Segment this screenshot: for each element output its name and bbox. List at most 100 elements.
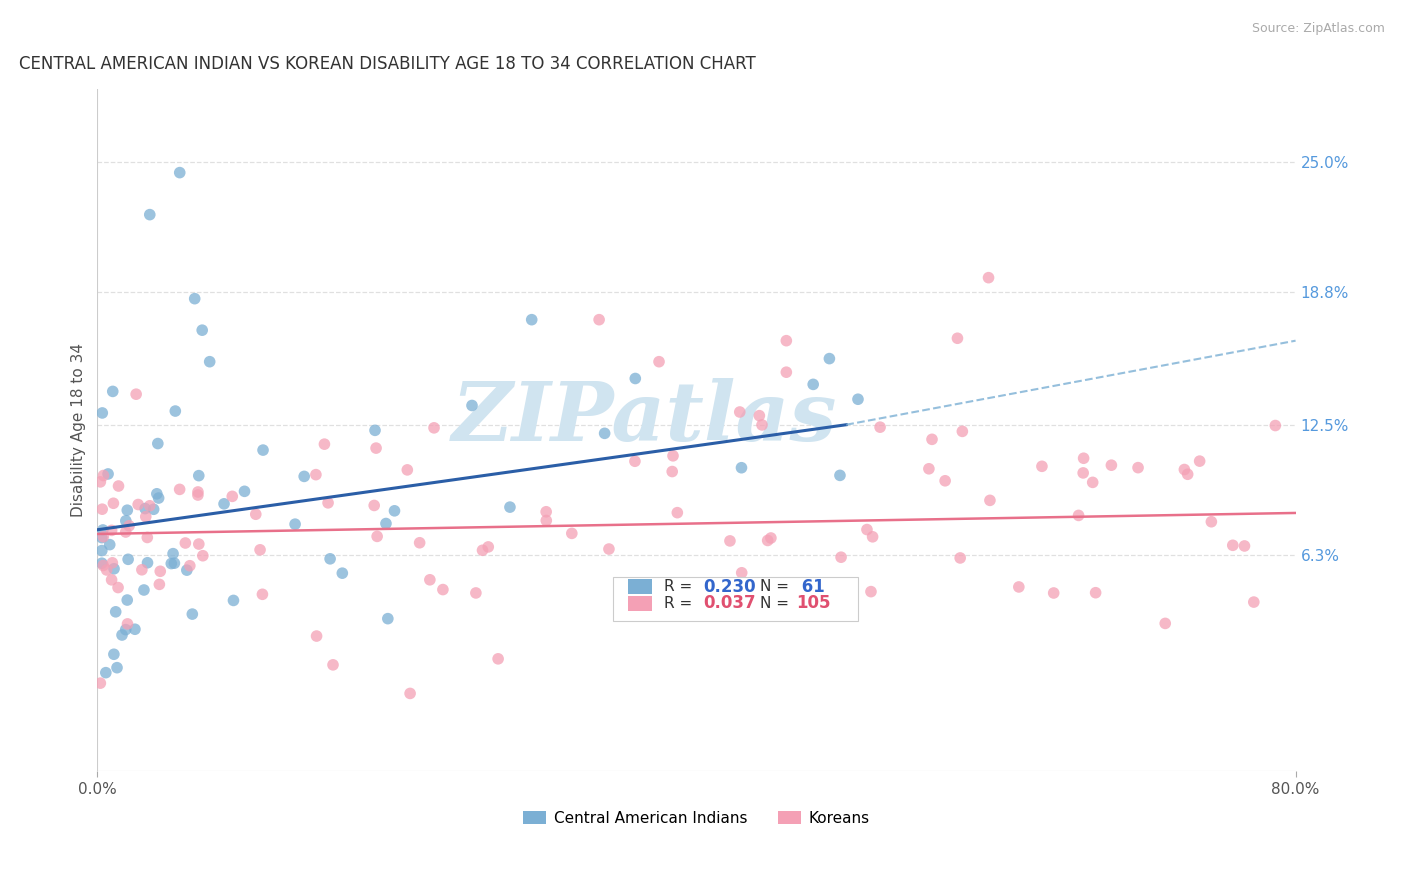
Point xyxy=(1073,451,1095,466)
Point xyxy=(648,354,671,368)
Point xyxy=(107,479,129,493)
Point xyxy=(461,399,484,413)
Point xyxy=(399,686,422,700)
Point xyxy=(728,405,751,419)
Point xyxy=(319,551,342,566)
Point xyxy=(103,647,125,661)
Point xyxy=(146,487,169,501)
Point xyxy=(136,556,159,570)
Point xyxy=(377,612,399,626)
Point xyxy=(221,489,243,503)
Point xyxy=(828,468,851,483)
Point xyxy=(191,323,214,337)
Point xyxy=(115,593,138,607)
Point xyxy=(869,420,891,434)
Point xyxy=(752,587,775,601)
Point xyxy=(330,566,353,581)
Point xyxy=(292,469,315,483)
Point xyxy=(191,549,214,563)
Text: Source: ZipAtlas.com: Source: ZipAtlas.com xyxy=(1251,22,1385,36)
Point xyxy=(187,468,209,483)
Point xyxy=(1201,515,1223,529)
Point xyxy=(775,334,797,348)
Point xyxy=(183,292,205,306)
Point xyxy=(252,443,274,458)
Point xyxy=(233,484,256,499)
Point xyxy=(830,550,852,565)
Point xyxy=(222,593,245,607)
Point xyxy=(314,437,336,451)
Point xyxy=(181,607,204,621)
Point xyxy=(187,485,209,500)
Text: 105: 105 xyxy=(796,594,831,613)
Point xyxy=(169,166,191,180)
Point xyxy=(662,449,685,463)
Point xyxy=(91,523,114,537)
Point xyxy=(730,460,752,475)
Text: N =: N = xyxy=(761,580,794,594)
Point xyxy=(89,475,111,489)
Point xyxy=(132,582,155,597)
Point xyxy=(90,531,112,545)
Point xyxy=(135,509,157,524)
Point xyxy=(103,496,125,510)
Point xyxy=(104,605,127,619)
Point xyxy=(89,676,111,690)
Point xyxy=(176,563,198,577)
Point xyxy=(921,433,943,447)
Point xyxy=(149,564,172,578)
Point xyxy=(174,536,197,550)
Point xyxy=(90,543,112,558)
Point xyxy=(751,417,773,432)
Point xyxy=(1031,459,1053,474)
Point xyxy=(375,516,398,531)
Point xyxy=(1243,595,1265,609)
Point xyxy=(593,426,616,441)
Point xyxy=(934,474,956,488)
Point xyxy=(946,331,969,345)
Point xyxy=(731,566,754,580)
Point xyxy=(1173,462,1195,476)
Point xyxy=(759,531,782,545)
Point xyxy=(384,504,406,518)
Point xyxy=(107,581,129,595)
Point xyxy=(117,552,139,566)
Point xyxy=(1099,458,1122,473)
FancyBboxPatch shape xyxy=(628,580,652,594)
Point xyxy=(163,556,186,570)
Point xyxy=(165,404,187,418)
Point xyxy=(419,573,441,587)
Point xyxy=(950,425,973,439)
Point xyxy=(139,208,162,222)
Point xyxy=(471,543,494,558)
Point xyxy=(117,616,139,631)
Point xyxy=(1233,539,1256,553)
Point xyxy=(98,538,121,552)
Point xyxy=(477,540,499,554)
Point xyxy=(124,622,146,636)
Point xyxy=(148,491,170,505)
Point xyxy=(1067,508,1090,523)
Point xyxy=(94,665,117,680)
Point xyxy=(862,530,884,544)
Point xyxy=(136,531,159,545)
Point xyxy=(118,518,141,533)
Point xyxy=(114,524,136,539)
Point xyxy=(666,506,689,520)
Point xyxy=(97,467,120,481)
Point xyxy=(949,551,972,566)
Point xyxy=(305,467,328,482)
Point xyxy=(90,556,112,570)
Text: N =: N = xyxy=(761,596,794,611)
Point xyxy=(284,517,307,532)
FancyBboxPatch shape xyxy=(613,577,858,621)
Point xyxy=(169,483,191,497)
Point xyxy=(245,508,267,522)
Point xyxy=(198,354,221,368)
Point xyxy=(142,502,165,516)
Point xyxy=(396,463,419,477)
Point xyxy=(918,462,941,476)
Text: CENTRAL AMERICAN INDIAN VS KOREAN DISABILITY AGE 18 TO 34 CORRELATION CHART: CENTRAL AMERICAN INDIAN VS KOREAN DISABI… xyxy=(20,55,756,73)
Point xyxy=(363,499,385,513)
Point xyxy=(977,270,1000,285)
